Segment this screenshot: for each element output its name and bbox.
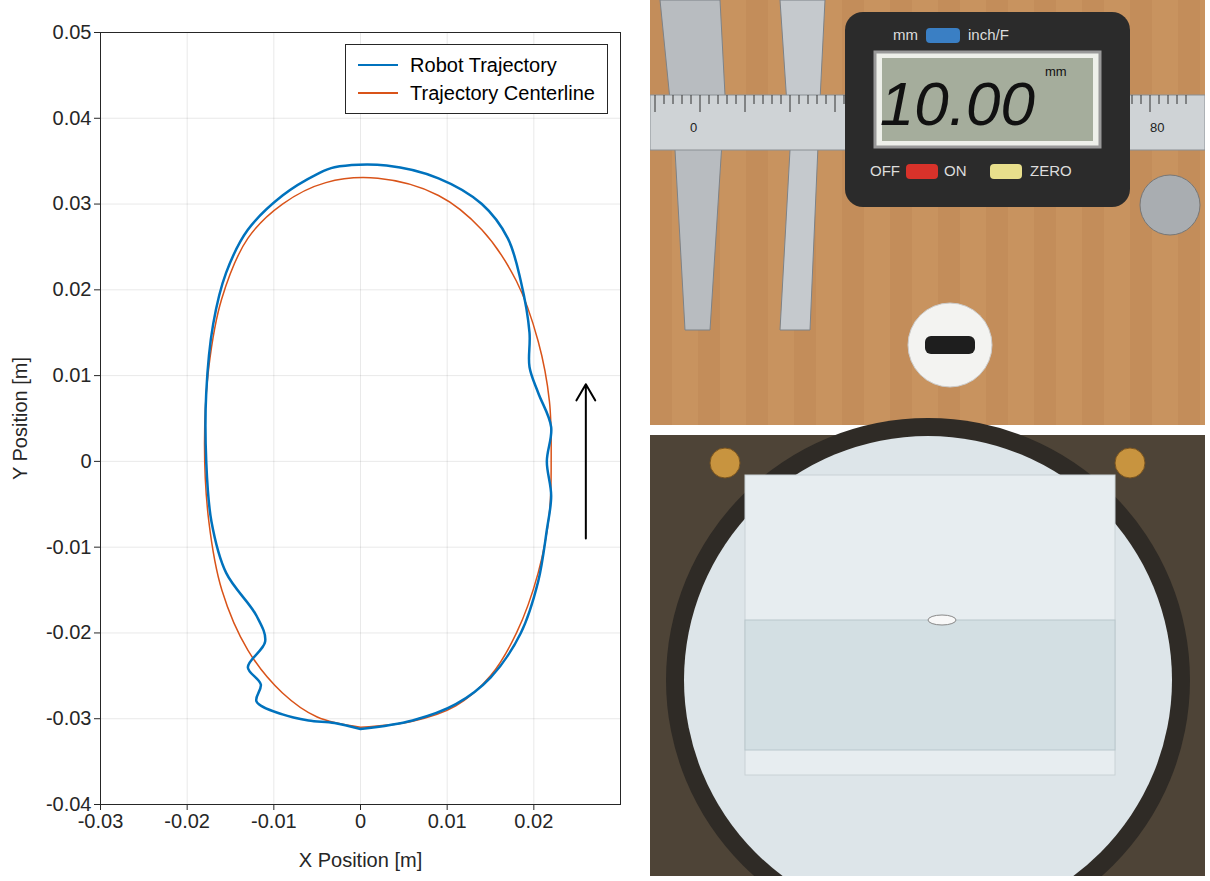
svg-text:0: 0 [690, 120, 697, 135]
svg-text:-0.04: -0.04 [45, 792, 92, 815]
svg-text:0.05: 0.05 [53, 21, 92, 43]
svg-text:mm: mm [1045, 64, 1067, 79]
svg-text:0.03: 0.03 [53, 192, 92, 214]
svg-text:-0.02: -0.02 [164, 810, 210, 832]
svg-text:-0.02: -0.02 [46, 621, 92, 643]
svg-text:ZERO: ZERO [1030, 162, 1072, 179]
svg-text:-0.01: -0.01 [46, 536, 92, 558]
svg-text:Y Position [m]: Y Position [m] [9, 357, 31, 480]
svg-text:X Position [m]: X Position [m] [299, 849, 422, 871]
svg-text:-0.03: -0.03 [46, 707, 92, 729]
svg-text:0.04: 0.04 [53, 107, 92, 129]
svg-text:OFF: OFF [870, 162, 900, 179]
svg-text:-0.01: -0.01 [251, 810, 297, 832]
svg-text:0: 0 [355, 810, 366, 832]
svg-text:0.01: 0.01 [428, 810, 467, 832]
svg-text:0.01: 0.01 [53, 364, 92, 386]
svg-text:-0.03: -0.03 [78, 810, 124, 832]
svg-text:ON: ON [944, 162, 967, 179]
html-text:Trajectory Centerline: Trajectory Centerline [410, 81, 595, 104]
html-text:Robot Trajectory: Robot Trajectory [410, 53, 557, 76]
svg-text:inch/F: inch/F [968, 26, 1009, 43]
svg-text:0.02: 0.02 [514, 810, 553, 832]
svg-text:mm: mm [893, 26, 918, 43]
svg-text:80: 80 [1150, 120, 1164, 135]
svg-text:0: 0 [80, 450, 91, 472]
svg-text:0.02: 0.02 [53, 278, 92, 300]
svg-text:10.00: 10.00 [880, 69, 1035, 138]
